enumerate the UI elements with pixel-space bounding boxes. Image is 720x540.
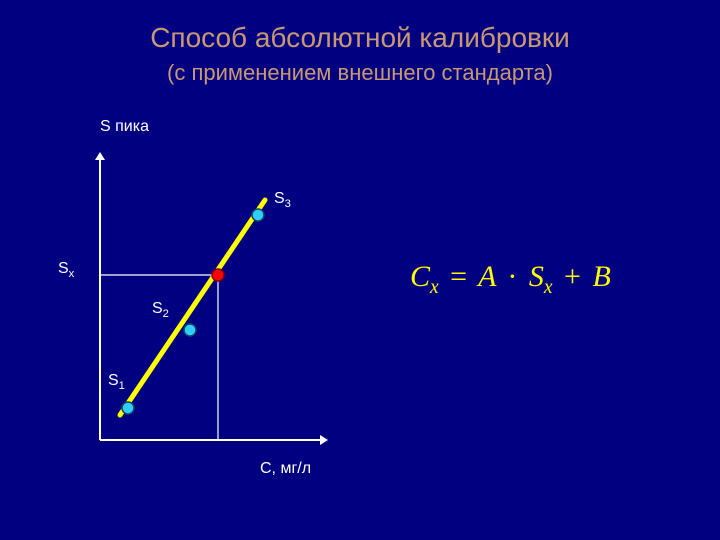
slide: Способ абсолютной калибровки (с применен… [0, 0, 720, 540]
data-point-sx [212, 269, 224, 281]
data-point-s3 [252, 209, 264, 221]
x-axis-arrow-icon [320, 435, 328, 445]
y-axis-arrow-icon [95, 152, 105, 160]
formula-B: B [592, 260, 610, 293]
calibration-chart [60, 150, 340, 470]
slide-title: Способ абсолютной калибровки [0, 22, 720, 54]
formula-A: A [478, 260, 496, 293]
data-point-s2 [184, 324, 196, 336]
formula-dot: · [503, 260, 521, 293]
formula-plus: + [560, 260, 585, 293]
calibration-formula: Cx = A · Sx + B [410, 260, 611, 299]
formula-Cx: Cx [410, 260, 439, 293]
slide-subtitle: (с применением внешнего стандарта) [0, 60, 720, 86]
data-point-s1 [122, 402, 134, 414]
formula-eq: = [446, 260, 471, 293]
y-axis-label: S пика [100, 118, 149, 136]
calibration-line [120, 200, 265, 415]
formula-Sx: Sx [529, 260, 553, 293]
